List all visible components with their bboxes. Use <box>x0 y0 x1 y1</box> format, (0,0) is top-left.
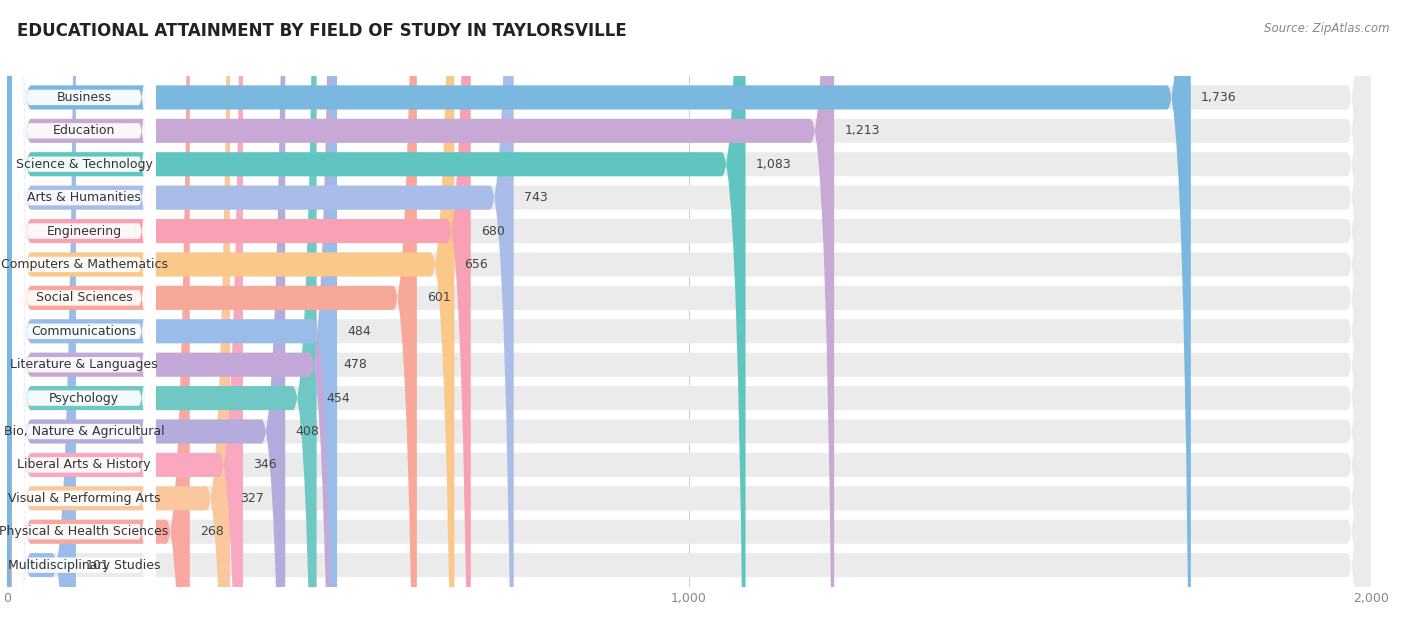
FancyBboxPatch shape <box>13 0 156 631</box>
FancyBboxPatch shape <box>13 0 156 631</box>
FancyBboxPatch shape <box>7 0 1371 631</box>
FancyBboxPatch shape <box>7 0 745 631</box>
FancyBboxPatch shape <box>7 0 285 631</box>
Text: Physical & Health Sciences: Physical & Health Sciences <box>0 525 169 538</box>
FancyBboxPatch shape <box>7 0 1371 631</box>
FancyBboxPatch shape <box>13 0 156 631</box>
Text: Communications: Communications <box>31 325 136 338</box>
Text: Source: ZipAtlas.com: Source: ZipAtlas.com <box>1264 22 1389 35</box>
FancyBboxPatch shape <box>13 0 156 631</box>
Text: 327: 327 <box>240 492 264 505</box>
FancyBboxPatch shape <box>7 0 471 631</box>
FancyBboxPatch shape <box>7 0 1371 631</box>
FancyBboxPatch shape <box>7 0 333 631</box>
Text: EDUCATIONAL ATTAINMENT BY FIELD OF STUDY IN TAYLORSVILLE: EDUCATIONAL ATTAINMENT BY FIELD OF STUDY… <box>17 22 627 40</box>
Text: 1,213: 1,213 <box>845 124 880 138</box>
FancyBboxPatch shape <box>7 0 1371 631</box>
Text: 408: 408 <box>295 425 319 438</box>
FancyBboxPatch shape <box>7 0 1371 631</box>
FancyBboxPatch shape <box>7 0 834 631</box>
FancyBboxPatch shape <box>7 0 243 631</box>
FancyBboxPatch shape <box>7 0 1371 631</box>
Text: 346: 346 <box>253 458 277 471</box>
FancyBboxPatch shape <box>7 0 454 631</box>
Text: 656: 656 <box>464 258 488 271</box>
Text: Business: Business <box>56 91 111 104</box>
FancyBboxPatch shape <box>7 0 316 631</box>
FancyBboxPatch shape <box>7 0 231 631</box>
FancyBboxPatch shape <box>13 0 156 631</box>
FancyBboxPatch shape <box>13 0 156 631</box>
FancyBboxPatch shape <box>7 0 1371 631</box>
FancyBboxPatch shape <box>13 0 156 631</box>
FancyBboxPatch shape <box>13 0 156 631</box>
Text: Multidisciplinary Studies: Multidisciplinary Studies <box>8 558 160 572</box>
Text: 1,083: 1,083 <box>756 158 792 171</box>
FancyBboxPatch shape <box>7 0 1371 631</box>
FancyBboxPatch shape <box>7 0 76 631</box>
Text: Literature & Languages: Literature & Languages <box>10 358 157 371</box>
Text: 268: 268 <box>200 525 224 538</box>
FancyBboxPatch shape <box>13 0 156 631</box>
Text: Visual & Performing Arts: Visual & Performing Arts <box>8 492 160 505</box>
FancyBboxPatch shape <box>7 0 513 631</box>
FancyBboxPatch shape <box>7 0 416 631</box>
Text: 601: 601 <box>427 292 451 304</box>
FancyBboxPatch shape <box>7 0 1371 631</box>
Text: 1,736: 1,736 <box>1201 91 1237 104</box>
Text: 484: 484 <box>347 325 371 338</box>
Text: Science & Technology: Science & Technology <box>15 158 152 171</box>
FancyBboxPatch shape <box>7 0 1371 631</box>
FancyBboxPatch shape <box>13 0 156 631</box>
Text: 478: 478 <box>343 358 367 371</box>
FancyBboxPatch shape <box>7 0 190 631</box>
Text: Engineering: Engineering <box>46 225 122 237</box>
FancyBboxPatch shape <box>13 0 156 631</box>
FancyBboxPatch shape <box>13 0 156 631</box>
FancyBboxPatch shape <box>13 0 156 631</box>
Text: Arts & Humanities: Arts & Humanities <box>27 191 141 204</box>
FancyBboxPatch shape <box>7 0 1371 631</box>
Text: Liberal Arts & History: Liberal Arts & History <box>17 458 150 471</box>
Text: Computers & Mathematics: Computers & Mathematics <box>0 258 167 271</box>
FancyBboxPatch shape <box>7 0 1191 631</box>
FancyBboxPatch shape <box>7 0 337 631</box>
Text: Bio, Nature & Agricultural: Bio, Nature & Agricultural <box>4 425 165 438</box>
Text: 101: 101 <box>86 558 110 572</box>
FancyBboxPatch shape <box>7 0 1371 631</box>
Text: Education: Education <box>53 124 115 138</box>
Text: Social Sciences: Social Sciences <box>35 292 132 304</box>
FancyBboxPatch shape <box>7 0 1371 631</box>
FancyBboxPatch shape <box>7 0 1371 631</box>
FancyBboxPatch shape <box>13 0 156 631</box>
Text: Psychology: Psychology <box>49 392 120 404</box>
FancyBboxPatch shape <box>7 0 1371 631</box>
Text: 743: 743 <box>524 191 548 204</box>
Text: 454: 454 <box>326 392 350 404</box>
FancyBboxPatch shape <box>13 0 156 631</box>
Text: 680: 680 <box>481 225 505 237</box>
